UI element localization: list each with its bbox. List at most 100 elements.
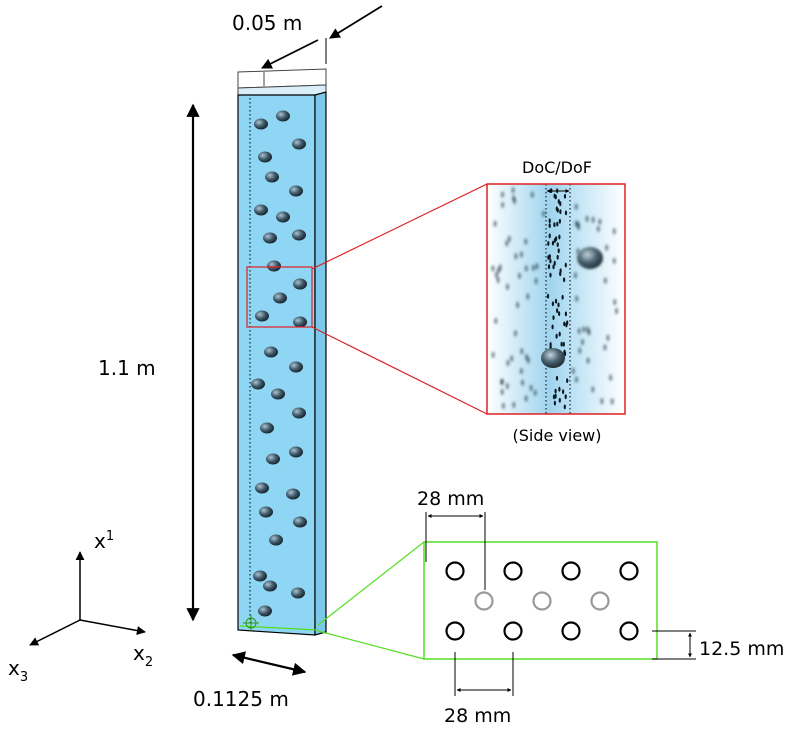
tracer-particle	[600, 398, 603, 404]
tracer-particle	[525, 265, 528, 271]
in-focus-particle	[563, 342, 565, 347]
tracer-particle	[530, 385, 533, 391]
in-focus-particle	[556, 308, 558, 313]
in-focus-particle	[559, 201, 561, 206]
nozzle-hole-offset	[592, 593, 609, 610]
in-focus-particle	[566, 378, 568, 383]
in-focus-particle	[557, 208, 559, 213]
in-focus-particle	[559, 219, 561, 224]
nozzle-hole-offset	[534, 593, 551, 610]
in-focus-particle	[547, 294, 549, 299]
in-focus-particle	[549, 223, 551, 228]
column-bubble	[263, 233, 277, 244]
tracer-particle	[611, 398, 614, 404]
in-focus-particle	[556, 376, 558, 381]
column-bubble	[292, 408, 306, 419]
in-focus-particle	[563, 277, 565, 282]
tracer-particle	[606, 335, 609, 341]
in-focus-particle	[565, 312, 567, 317]
column-bubble	[293, 317, 307, 328]
in-focus-particle	[558, 387, 560, 392]
nozzle-hole	[505, 563, 522, 580]
tracer-particle	[613, 228, 616, 234]
column-bubble	[289, 186, 303, 197]
axis-x1-label: x1	[94, 529, 114, 553]
nozzle-hole	[563, 563, 580, 580]
tracer-particle	[534, 390, 537, 396]
nozzle-hole	[447, 563, 464, 580]
tracer-particle	[520, 348, 523, 354]
tracer-particle	[510, 355, 513, 361]
tracer-particle	[506, 284, 509, 290]
in-focus-particle	[547, 255, 549, 260]
in-focus-particle	[564, 405, 566, 410]
tracer-particle	[603, 344, 606, 350]
tracer-particle	[500, 379, 503, 385]
column	[238, 69, 326, 635]
tracer-particle	[592, 217, 595, 223]
column-side-face	[315, 92, 326, 635]
tracer-particle	[516, 302, 519, 308]
tracer-particle	[491, 265, 494, 271]
column-bubble	[254, 205, 268, 216]
tracer-particle	[521, 380, 524, 386]
column-bubble	[291, 588, 305, 599]
in-focus-particle	[557, 242, 559, 247]
in-focus-particle	[558, 235, 560, 240]
column-bubble	[255, 311, 269, 322]
tracer-particle	[518, 273, 521, 279]
bottom-spacing-label: 28 mm	[444, 705, 511, 727]
tracer-particle	[575, 296, 578, 302]
in-focus-particle	[555, 195, 557, 200]
in-focus-particle	[559, 209, 561, 214]
tracer-particle	[535, 278, 538, 284]
in-focus-particle	[554, 261, 556, 266]
column-bubble	[263, 581, 277, 592]
column-bubble	[258, 606, 272, 617]
tracer-particle	[525, 354, 528, 360]
tracer-particle	[492, 352, 495, 358]
in-focus-particle	[565, 263, 567, 268]
tracer-particle	[613, 299, 616, 305]
column-bubble	[292, 139, 306, 150]
in-focus-particle	[552, 241, 554, 246]
column-bubble	[293, 279, 307, 290]
column-bubble	[265, 172, 279, 183]
column-bubble	[251, 379, 265, 390]
in-focus-particle	[558, 311, 560, 316]
in-focus-particle	[550, 342, 552, 347]
in-focus-particle	[549, 259, 551, 264]
column-bubble	[258, 152, 272, 163]
in-focus-particle	[554, 238, 556, 243]
in-focus-particle	[554, 401, 556, 406]
in-focus-particle	[559, 332, 561, 337]
tracer-particle	[501, 191, 504, 197]
nozzle-connector-lines	[318, 542, 424, 659]
tracer-particle	[531, 192, 534, 198]
tracer-particle	[501, 389, 504, 395]
tracer-particle	[494, 318, 497, 324]
tracer-particle	[572, 368, 575, 374]
column-top-box	[238, 69, 326, 98]
in-focus-particle	[549, 218, 551, 223]
in-focus-particle	[562, 295, 564, 300]
column-bubble	[255, 483, 269, 494]
tracer-particle	[598, 219, 601, 225]
column-bubble	[286, 489, 300, 500]
column-bubble	[254, 119, 268, 130]
tracer-particle	[591, 386, 594, 392]
in-focus-particle	[566, 320, 568, 325]
inset-bubble-out-of-focus	[577, 247, 603, 269]
tracer-particle	[508, 236, 511, 242]
tracer-particle	[577, 224, 580, 230]
column-bubble	[266, 454, 280, 465]
tracer-particle	[605, 245, 608, 251]
tracer-particle	[514, 330, 517, 336]
in-focus-particle	[549, 273, 551, 278]
tracer-particle	[506, 360, 509, 366]
in-focus-particle	[547, 241, 549, 246]
column-bubble	[269, 535, 283, 546]
tracer-particle	[532, 265, 535, 271]
tracer-particle	[520, 368, 523, 374]
